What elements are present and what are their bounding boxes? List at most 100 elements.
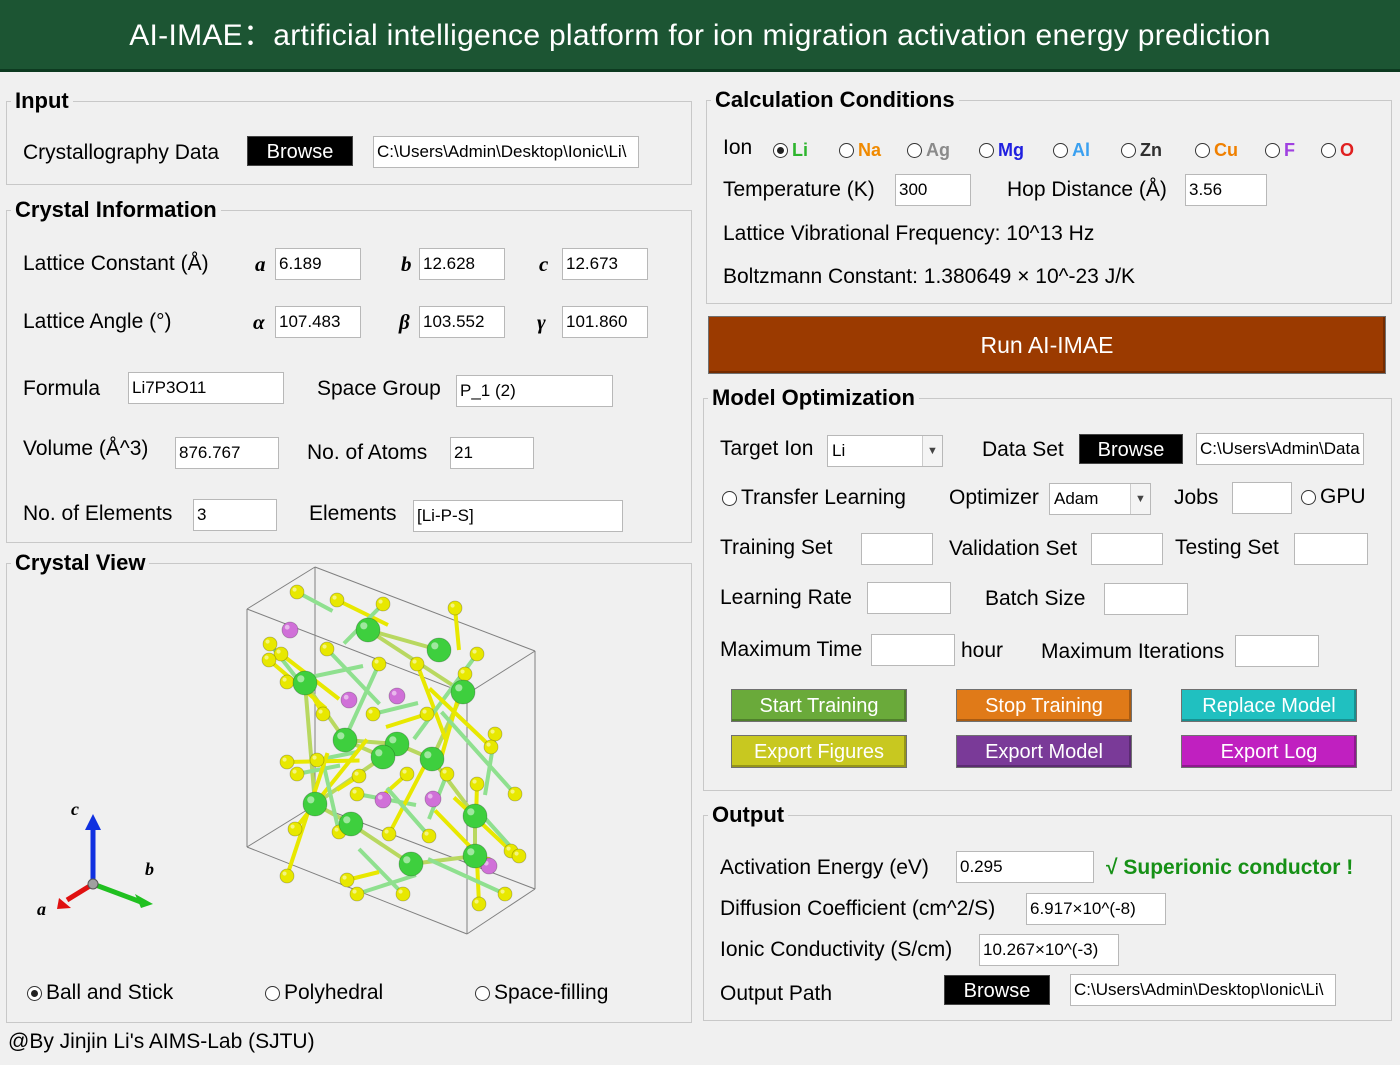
ion-radio-al[interactable]	[1053, 142, 1068, 158]
max-iterations-field[interactable]	[1235, 635, 1319, 667]
training-set-field[interactable]	[861, 533, 933, 565]
a-field[interactable]: 6.189	[275, 248, 361, 280]
crystallography-browse-button[interactable]: Browse	[247, 136, 353, 166]
ion-option-f[interactable]: F	[1265, 139, 1295, 161]
validation-set-label: Validation Set	[949, 537, 1078, 560]
ion-option-ag[interactable]: Ag	[907, 139, 950, 161]
space-group-field[interactable]: P_1 (2)	[456, 375, 613, 407]
formula-field[interactable]: Li7P3O11	[128, 372, 284, 404]
bond	[325, 647, 381, 706]
batch-size-label: Batch Size	[985, 587, 1086, 610]
volume-field[interactable]: 876.767	[175, 437, 279, 469]
dataset-path-field[interactable]: C:\Users\Admin\Data	[1196, 433, 1364, 465]
start-training-button[interactable]: Start Training	[731, 689, 907, 722]
ion-option-o[interactable]: O	[1321, 139, 1354, 161]
b-field[interactable]: 12.628	[419, 248, 505, 280]
bond	[453, 607, 461, 651]
gpu-radio[interactable]	[1301, 489, 1316, 505]
max-time-field[interactable]	[871, 634, 955, 666]
alpha-field[interactable]: 107.483	[275, 306, 361, 338]
polyhedral-radio[interactable]	[265, 985, 280, 1001]
transfer-learning-option[interactable]: Transfer Learning	[722, 487, 906, 509]
optimizer-select[interactable]: Adam ▼	[1049, 483, 1151, 515]
li-atom	[355, 617, 381, 643]
ion-label-cu: Cu	[1214, 140, 1238, 160]
ion-option-li[interactable]: Li	[773, 139, 808, 161]
ion-option-zn[interactable]: Zn	[1121, 139, 1162, 161]
space-filling-radio[interactable]	[475, 985, 490, 1001]
s-atom-highlight	[378, 599, 383, 604]
unit-cell-edge	[314, 566, 536, 652]
beta-field[interactable]: 103.552	[419, 306, 505, 338]
s-atom	[371, 656, 387, 672]
s-atom-highlight	[342, 875, 347, 880]
ion-radio-cu[interactable]	[1195, 142, 1210, 158]
li-atom-highlight	[307, 796, 315, 804]
learning-rate-field[interactable]	[867, 582, 951, 614]
s-atom-highlight	[322, 644, 327, 649]
s-atom	[339, 872, 355, 888]
ion-option-cu[interactable]: Cu	[1195, 139, 1238, 161]
temperature-field[interactable]: 300	[895, 174, 971, 206]
validation-set-field[interactable]	[1091, 533, 1163, 565]
gpu-option[interactable]: GPU	[1301, 486, 1366, 508]
export-model-button[interactable]: Export Model	[956, 735, 1132, 768]
lattice-frequency-text: Lattice Vibrational Frequency: 10^13 Hz	[723, 222, 1095, 245]
output-browse-button[interactable]: Browse	[944, 975, 1050, 1005]
p-atom	[281, 621, 299, 639]
jobs-field[interactable]	[1232, 482, 1292, 514]
mode-polyhedral[interactable]: Polyhedral	[265, 982, 383, 1004]
elements-field[interactable]: [Li-P-S]	[413, 500, 623, 532]
ion-radio-mg[interactable]	[979, 142, 994, 158]
ion-label-o: O	[1340, 140, 1355, 160]
ion-radio-li[interactable]	[773, 142, 788, 158]
stop-training-button[interactable]: Stop Training	[956, 689, 1132, 722]
transfer-learning-radio[interactable]	[722, 490, 737, 506]
b-label: b	[401, 252, 412, 276]
bond	[296, 763, 341, 776]
s-atom-highlight	[276, 649, 281, 654]
diffusion-field[interactable]: 6.917×10^(-8)	[1026, 893, 1166, 925]
ion-option-na[interactable]: Na	[839, 139, 881, 161]
ion-radio-na[interactable]	[839, 142, 854, 158]
s-atom	[289, 584, 305, 600]
ion-option-al[interactable]: Al	[1053, 139, 1090, 161]
export-log-button[interactable]: Export Log	[1181, 735, 1357, 768]
chevron-down-icon[interactable]: ▼	[922, 436, 942, 466]
gamma-field[interactable]: 101.860	[562, 306, 648, 338]
s-atom	[439, 766, 455, 782]
ion-label-al: Al	[1072, 140, 1090, 160]
mode-space-filling[interactable]: Space-filling	[475, 982, 608, 1004]
ion-radio-f[interactable]	[1265, 142, 1280, 158]
ion-option-mg[interactable]: Mg	[979, 139, 1024, 161]
crystal-structure-viewer[interactable]	[7, 564, 693, 964]
optimizer-label: Optimizer	[949, 486, 1039, 509]
run-button[interactable]: Run AI-IMAE	[708, 316, 1386, 374]
learning-rate-label: Learning Rate	[720, 586, 852, 609]
hop-distance-field[interactable]: 3.56	[1185, 174, 1267, 206]
testing-set-field[interactable]	[1294, 533, 1368, 565]
crystallography-path-field[interactable]: C:\Users\Admin\Desktop\Ionic\Li\	[373, 136, 639, 168]
batch-size-field[interactable]	[1104, 583, 1188, 615]
conductivity-field[interactable]: 10.267×10^(-3)	[979, 934, 1119, 966]
dataset-browse-button[interactable]: Browse	[1079, 434, 1183, 464]
chevron-down-icon[interactable]: ▼	[1130, 484, 1150, 514]
activation-energy-field[interactable]: 0.295	[956, 851, 1094, 883]
atoms-field[interactable]: 21	[450, 437, 534, 469]
elements-count-field[interactable]: 3	[193, 499, 277, 531]
output-path-field[interactable]: C:\Users\Admin\Desktop\Ionic\Li\	[1070, 974, 1336, 1006]
export-figures-button[interactable]: Export Figures	[731, 735, 907, 768]
li-atom-highlight	[343, 816, 351, 824]
s-atom-highlight	[506, 846, 511, 851]
mode-ball-and-stick[interactable]: Ball and Stick	[27, 982, 173, 1004]
li-atom	[419, 746, 445, 772]
target-ion-select[interactable]: Li ▼	[827, 435, 943, 467]
li-atom	[398, 851, 424, 877]
replace-model-button[interactable]: Replace Model	[1181, 689, 1357, 722]
ball-and-stick-radio[interactable]	[27, 985, 42, 1001]
ion-radio-ag[interactable]	[907, 142, 922, 158]
ion-radio-zn[interactable]	[1121, 142, 1136, 158]
ion-radio-o[interactable]	[1321, 142, 1336, 158]
s-atom-highlight	[282, 757, 287, 762]
c-field[interactable]: 12.673	[562, 248, 648, 280]
